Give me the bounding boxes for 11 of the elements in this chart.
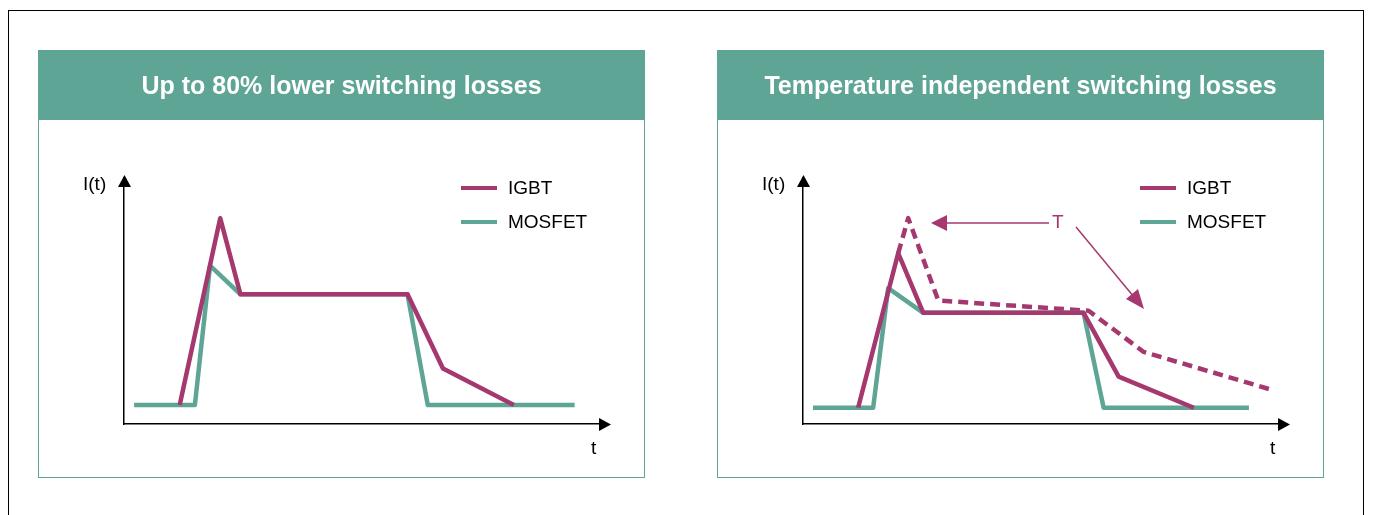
y-axis-title: I(t) — [83, 173, 107, 195]
x-axis-title: t — [591, 437, 597, 459]
chart-title: Temperature independent switching losses — [718, 51, 1323, 120]
legend-label: IGBT — [1187, 177, 1232, 199]
annotation: T — [1052, 211, 1064, 233]
legend-label: MOSFET — [1187, 211, 1267, 233]
legend-label: IGBT — [508, 177, 553, 199]
chart-title: Up to 80% lower switching losses — [39, 51, 644, 120]
legend-label: MOSFET — [508, 211, 588, 233]
y-axis-title: I(t) — [762, 173, 786, 195]
x-axis-title: t — [1270, 437, 1276, 459]
